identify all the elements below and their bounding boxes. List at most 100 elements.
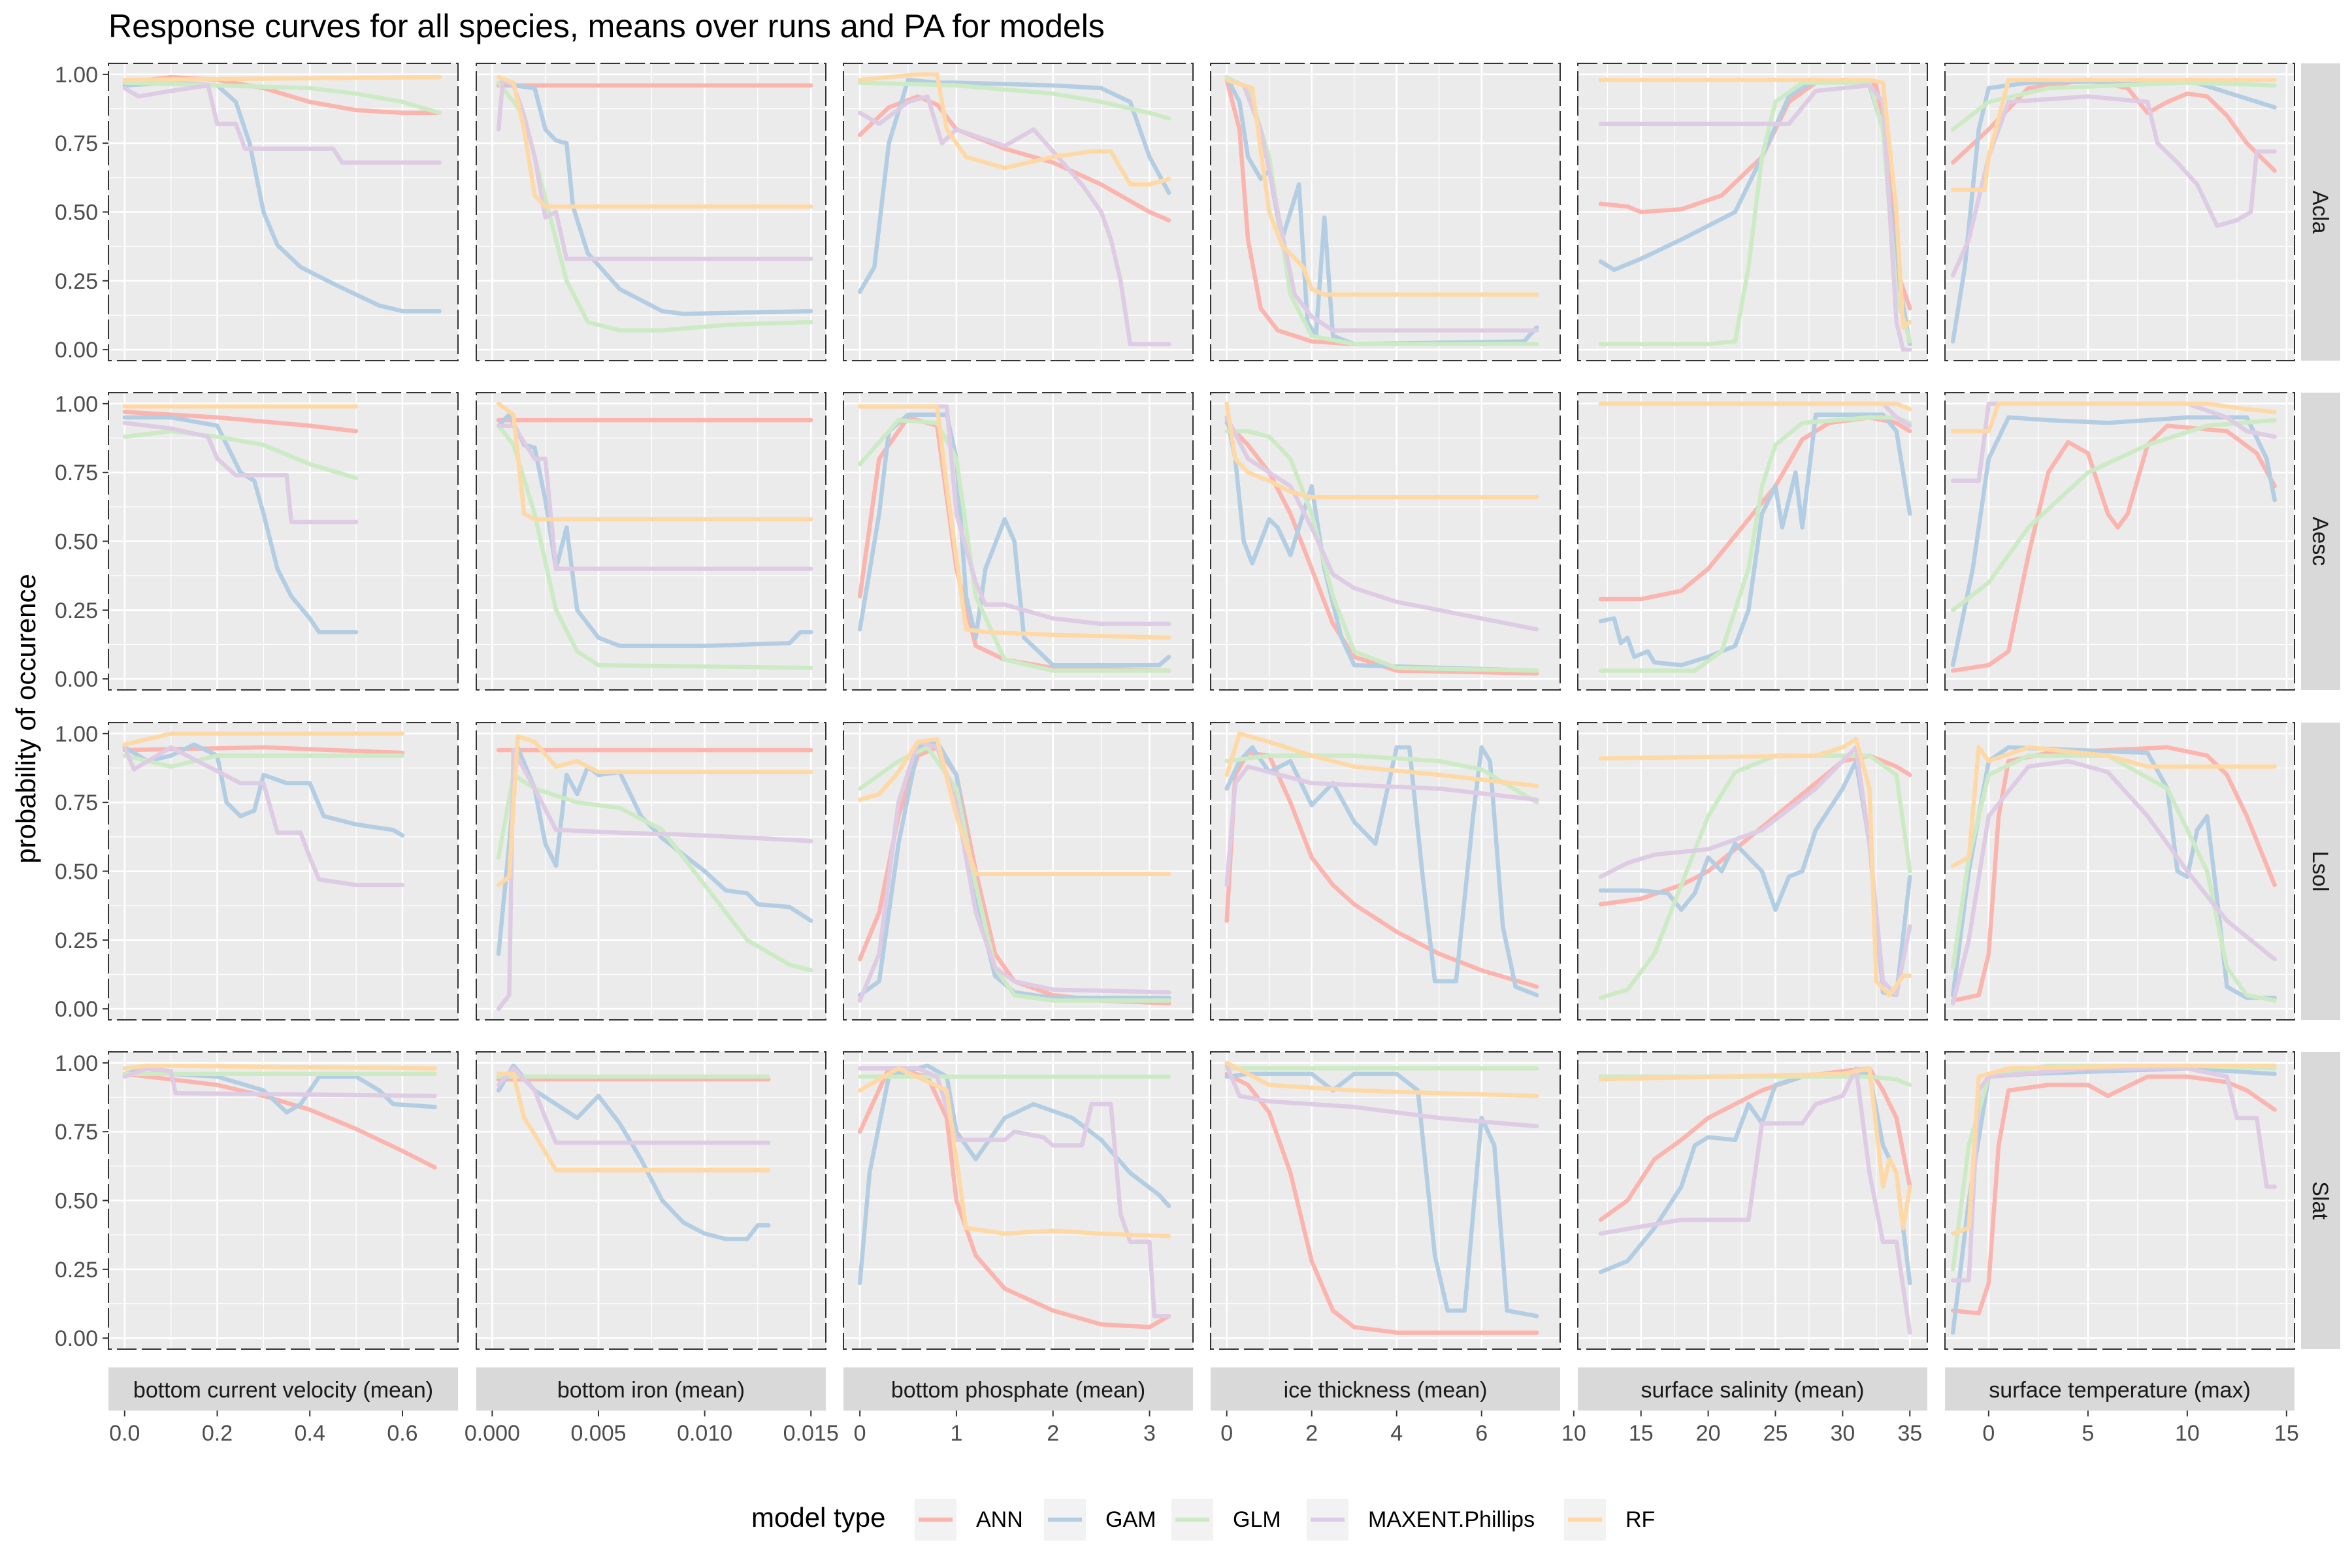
series-line-rf [857, 737, 1171, 876]
panel-border [1944, 1051, 2295, 1350]
series-line-gam [1950, 415, 2277, 668]
series-line-maxent-phillips [496, 747, 813, 1011]
series-line-maxent-phillips [122, 421, 359, 525]
series-line-gam [1224, 745, 1539, 998]
series-line-ann [1598, 1066, 1912, 1222]
column-strip-label: ice thickness (mean) [1284, 1378, 1488, 1403]
chart-title: Response curves for all species, means o… [108, 8, 1105, 44]
x-tick-label: 0.2 [202, 1421, 233, 1446]
series-line-glm [1950, 753, 2277, 1003]
column-strip-3: ice thickness (mean) 0 2 4 6 [1211, 1367, 1560, 1446]
panel-Slat-5 [1944, 1051, 2295, 1350]
y-tick-label: 1.00 [55, 63, 98, 88]
panel-border [843, 392, 1194, 691]
y-tick-label: 1.00 [55, 392, 98, 417]
series-line-glm [122, 429, 359, 480]
series-line-maxent-phillips [857, 1066, 1171, 1318]
y-tick-label: 0.00 [55, 997, 98, 1022]
series-line-maxent-phillips [1224, 764, 1539, 887]
legend-label: GLM [1233, 1507, 1281, 1532]
x-tick-label: 35 [1897, 1421, 1922, 1446]
y-tick-label: 0.25 [55, 928, 98, 953]
legend-label: MAXENT.Phillips [1368, 1507, 1535, 1532]
panel-Slat-3 [1210, 1051, 1561, 1350]
y-tick-label: 0.75 [55, 1120, 98, 1145]
panel-Slat-0: 0.00 0.25 0.50 0.75 1.00 [55, 1051, 459, 1351]
x-tick-label: 0 [1220, 1421, 1233, 1446]
x-tick-label: 20 [1696, 1421, 1721, 1446]
series-line-maxent-phillips [1598, 1066, 1912, 1335]
series-line-rf [857, 1066, 1171, 1239]
series-line-gam [857, 78, 1171, 294]
legend-item-maxent-phillips: MAXENT.Phillips [1307, 1499, 1535, 1541]
row-strip-Lsol: Lsol [2301, 723, 2340, 1020]
column-strip-1: bottom iron (mean) 0.000 0.005 0.010 0.015 [465, 1367, 839, 1446]
column-strip-background [843, 1367, 1193, 1411]
row-strip-label: Lsol [2308, 851, 2332, 891]
row-strip-Slat: Slat [2301, 1052, 2340, 1349]
panel-Acla-4 [1577, 63, 1928, 361]
column-strip-label: surface temperature (max) [1989, 1378, 2251, 1403]
row-strip-label: Slat [2308, 1181, 2332, 1220]
legend-label: GAM [1105, 1507, 1156, 1532]
y-tick-label: 0.25 [55, 269, 98, 294]
panel-Lsol-1 [476, 722, 826, 1021]
panel-Lsol-0: 0.00 0.25 0.50 0.75 1.00 [55, 722, 459, 1022]
facet-grid: 0.000.250.500.751.00Acla0.000.250.500.75… [55, 63, 2340, 1446]
series-line-ann [122, 1071, 437, 1170]
panel-border [843, 1051, 1194, 1350]
series-line-gam [122, 415, 359, 634]
series-line-rf [496, 401, 813, 522]
panel-border [476, 722, 826, 1021]
panel-border [843, 63, 1194, 361]
panel-border [1944, 722, 2295, 1021]
panel-border [1210, 722, 1561, 1021]
series-line-rf [1224, 731, 1539, 789]
series-line-rf [496, 734, 813, 887]
legend-label: RF [1625, 1507, 1655, 1532]
legend-label: ANN [976, 1507, 1023, 1532]
y-tick-label: 1.00 [55, 1051, 98, 1076]
panel-Lsol-2 [843, 722, 1194, 1021]
panel-Lsol-3 [1210, 722, 1561, 1021]
x-tick-label: 5 [2082, 1421, 2094, 1446]
panel-Slat-2 [843, 1051, 1194, 1350]
y-tick-label: 0.75 [55, 131, 98, 156]
panel-Aesc-4 [1577, 392, 1928, 691]
column-strip-background [1578, 1367, 1927, 1411]
x-tick-label: 1 [950, 1421, 962, 1446]
panel-border [476, 392, 826, 691]
y-tick-label: 0.75 [55, 791, 98, 815]
panel-Acla-1 [476, 63, 826, 361]
series-line-maxent-phillips [122, 745, 405, 887]
y-tick-label: 0.75 [55, 461, 98, 485]
y-tick-label: 0.00 [55, 338, 98, 363]
x-tick-label: 10 [1561, 1421, 1586, 1446]
panel-border [1210, 392, 1561, 691]
series-line-maxent-phillips [496, 1066, 771, 1145]
series-line-glm [1950, 417, 2277, 613]
y-tick-label: 0.25 [55, 598, 98, 623]
series-line-maxent-phillips [1598, 83, 1912, 352]
column-strip-background [108, 1367, 458, 1411]
y-tick-label: 0.50 [55, 530, 98, 555]
series-line-rf [1598, 1066, 1912, 1230]
y-tick-label: 0.50 [55, 1189, 98, 1214]
series-line-gam [857, 740, 1171, 1000]
row-strip-Acla: Acla [2301, 63, 2340, 361]
x-tick-label: 25 [1763, 1421, 1788, 1446]
series-line-maxent-phillips [857, 404, 1171, 627]
x-tick-label: 0.4 [295, 1421, 325, 1446]
series-line-maxent-phillips [122, 83, 442, 165]
panel-Aesc-5 [1944, 392, 2295, 691]
panel-border [843, 722, 1194, 1021]
series-line-rf [1224, 1060, 1539, 1098]
column-strip-0: bottom current velocity (mean) 0.0 0.2 0.4 0… [108, 1367, 458, 1446]
series-line-maxent-phillips [857, 740, 1171, 1003]
series-line-maxent-phillips [1950, 759, 2277, 1005]
panel-border [1577, 1051, 1928, 1350]
y-tick-label: 0.50 [55, 860, 98, 885]
column-strip-label: surface salinity (mean) [1641, 1378, 1864, 1403]
x-tick-label: 0.010 [677, 1421, 732, 1446]
panel-Aesc-3 [1210, 392, 1561, 691]
